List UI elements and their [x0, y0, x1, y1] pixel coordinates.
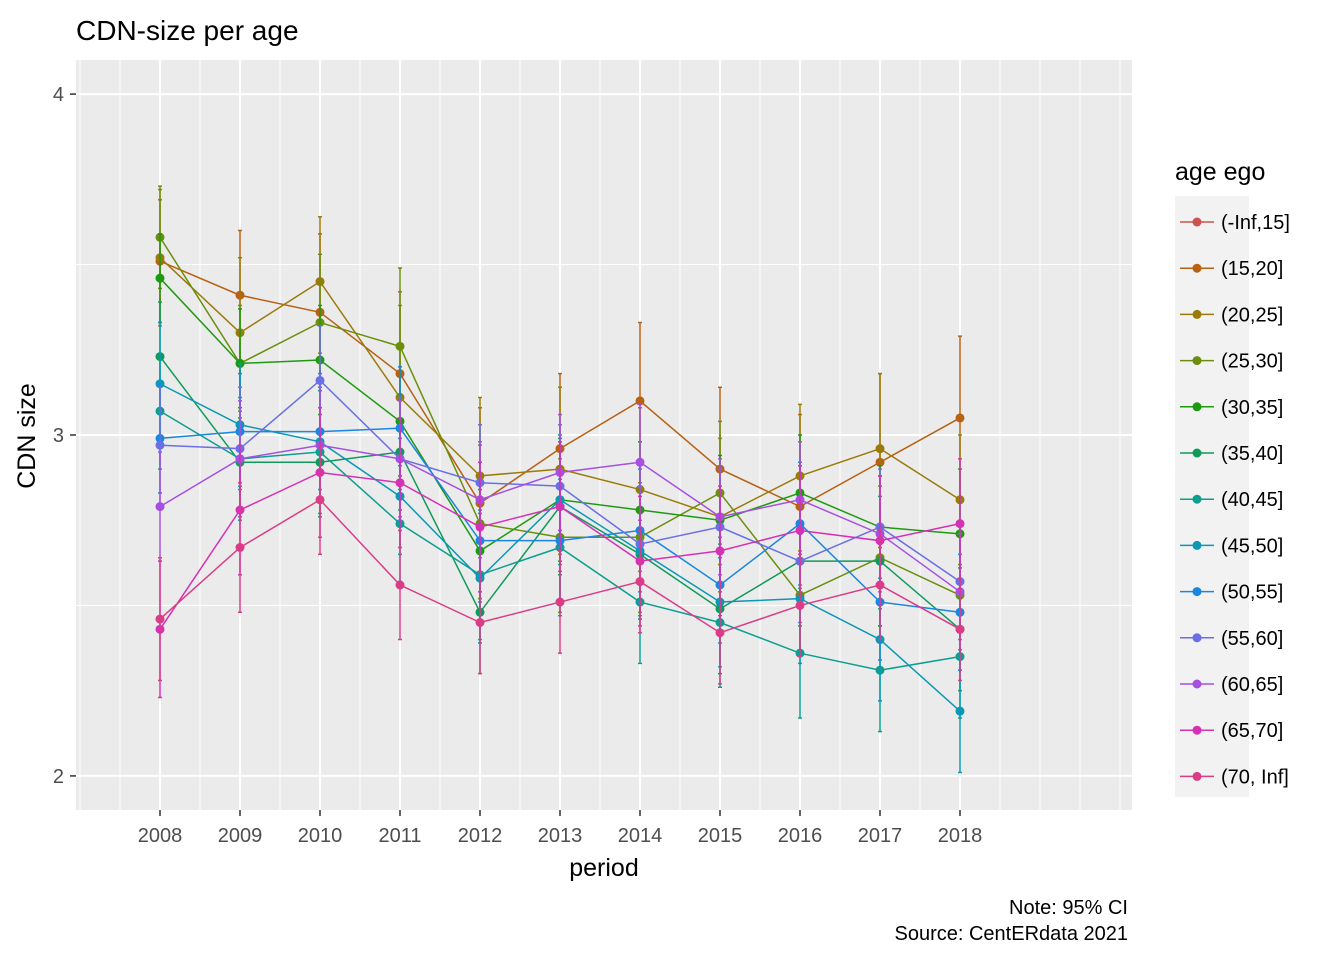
y-tick-label: 2: [53, 766, 64, 788]
legend-key-point: [1192, 633, 1202, 643]
data-point: [315, 495, 325, 505]
legend-key-background: [1175, 196, 1249, 797]
caption-note: Note: 95% CI: [1009, 897, 1128, 919]
x-tick-label: 2017: [858, 825, 903, 847]
data-point: [635, 396, 645, 406]
data-point: [395, 580, 405, 590]
data-point: [235, 543, 245, 552]
data-point: [955, 624, 965, 634]
data-point: [795, 525, 805, 535]
data-point: [715, 546, 725, 556]
x-axis: 2008 2009 2010 2011 2012 2013 2014 2015 2016 2017…: [138, 810, 983, 847]
legend-label: (40,45]: [1221, 489, 1283, 511]
legend-key-point: [1192, 309, 1202, 319]
legend-items: (-Inf,15] (15,20] (20,25] (25,30] (30,35] (35…: [1180, 212, 1290, 788]
y-tick-label: 4: [53, 84, 64, 106]
x-tick-label: 2011: [378, 825, 421, 847]
legend-label: (25,30]: [1221, 351, 1283, 373]
legend-key-point: [1192, 679, 1202, 689]
legend-item: (50,55]: [1180, 582, 1283, 604]
x-axis-title: period: [569, 854, 639, 882]
data-point: [795, 600, 805, 610]
legend-item: (45,50]: [1180, 535, 1283, 557]
legend-item: (60,65]: [1180, 674, 1283, 696]
legend-label: (45,50]: [1221, 535, 1283, 557]
legend-item: (20,25]: [1180, 304, 1283, 326]
legend-label: (60,65]: [1221, 674, 1283, 696]
data-point: [715, 628, 725, 638]
legend-key-point: [1192, 448, 1202, 458]
legend-label: (55,60]: [1221, 628, 1283, 650]
legend-item: (35,40]: [1180, 443, 1283, 465]
x-tick-label: 2012: [458, 825, 503, 847]
data-point: [635, 457, 645, 467]
legend-item: (15,20]: [1180, 258, 1283, 280]
series-layer: [155, 185, 965, 774]
x-tick-label: 2010: [298, 825, 343, 847]
legend-key-point: [1192, 540, 1202, 550]
data-point: [955, 706, 965, 716]
x-tick-label: 2013: [538, 825, 583, 847]
y-axis-title: CDN size: [13, 383, 41, 489]
legend-key-point: [1192, 217, 1202, 227]
legend-item: (40,45]: [1180, 489, 1283, 511]
x-tick-label: 2014: [618, 825, 663, 847]
legend-key-point: [1192, 494, 1202, 504]
legend-label: (35,40]: [1221, 443, 1283, 465]
chart-title: CDN-size per age: [76, 15, 299, 46]
series-13: [155, 444, 965, 685]
data-point: [635, 577, 645, 587]
legend-label: (30,35]: [1221, 397, 1283, 419]
x-tick-label: 2009: [218, 825, 263, 847]
legend-item: (25,30]: [1180, 351, 1283, 373]
legend-label: (65,70]: [1221, 720, 1283, 742]
legend-item: (70, Inf]: [1180, 766, 1289, 788]
y-tick-label: 3: [53, 425, 64, 447]
data-point: [155, 502, 165, 512]
caption-source: Source: CentERdata 2021: [895, 923, 1129, 945]
legend-label: (70, Inf]: [1221, 766, 1289, 788]
legend-label: (-Inf,15]: [1221, 212, 1290, 234]
y-axis: 2 3 4: [53, 84, 76, 788]
data-point: [155, 440, 165, 450]
data-point: [875, 444, 885, 454]
legend-item: (55,60]: [1180, 628, 1283, 650]
legend-key-point: [1192, 356, 1202, 366]
legend-title: age ego: [1175, 158, 1265, 186]
legend-key-point: [1192, 771, 1202, 781]
legend-key-point: [1192, 725, 1202, 735]
data-point: [155, 273, 165, 283]
legend-item: (-Inf,15]: [1180, 212, 1290, 234]
data-point: [955, 413, 965, 423]
x-tick-label: 2015: [698, 825, 743, 847]
legend-item: (30,35]: [1180, 397, 1283, 419]
x-tick-label: 2008: [138, 825, 183, 847]
legend-key-point: [1192, 402, 1202, 412]
x-tick-label: 2016: [778, 825, 823, 847]
plot-panel: [76, 60, 1132, 810]
legend-label: (50,55]: [1221, 582, 1283, 604]
legend-key-point: [1192, 587, 1202, 597]
data-point: [875, 580, 885, 590]
data-point: [395, 341, 405, 351]
data-point: [955, 519, 965, 529]
data-point: [555, 502, 565, 512]
data-point: [315, 375, 325, 385]
data-point: [475, 618, 485, 627]
data-point: [475, 522, 485, 532]
legend-label: (20,25]: [1221, 304, 1283, 326]
legend-key-point: [1192, 263, 1202, 273]
x-tick-label: 2018: [938, 825, 983, 847]
legend-label: (15,20]: [1221, 258, 1283, 280]
data-point: [395, 478, 405, 488]
data-point: [155, 614, 165, 624]
data-point: [555, 597, 565, 607]
legend: age ego (-Inf,15] (15,20] (20,25] (25,30] (3…: [1175, 158, 1290, 797]
legend-item: (65,70]: [1180, 720, 1283, 742]
